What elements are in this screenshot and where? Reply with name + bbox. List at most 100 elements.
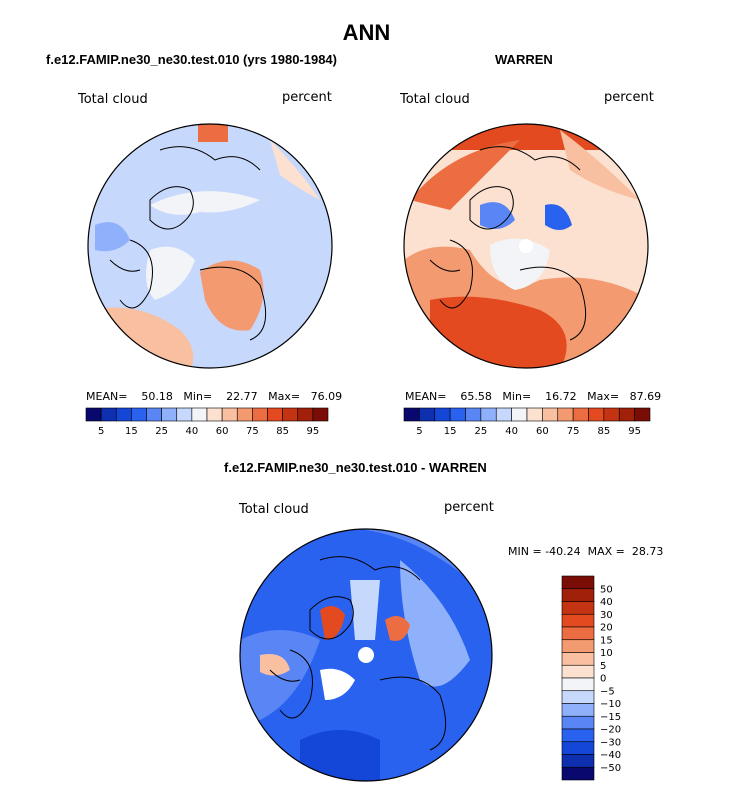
panel1-coastlines — [109, 146, 267, 341]
panel3-units-label: percent — [444, 500, 494, 515]
panel1-mean-value: 50.18 — [141, 390, 173, 403]
panel3-colorbar-box — [561, 728, 595, 743]
panel2-colorbar-tick: 60 — [536, 426, 549, 437]
panel2-max-value: 87.69 — [629, 390, 662, 403]
panel1-colorbar-box — [267, 407, 283, 422]
panel1-colorbar-box — [297, 407, 314, 422]
panel2-mean-label: MEAN= — [405, 390, 447, 403]
panel1-variable-label: Total cloud — [78, 92, 148, 107]
panel3-colorbar-box — [561, 575, 595, 590]
panel2-colorbar-box — [572, 407, 589, 422]
panel3-minmax: MIN = -40.24 MAX = 28.73 — [508, 545, 664, 558]
panel3-colorbar-box — [561, 601, 595, 615]
panel1-colorbar-box — [131, 407, 147, 422]
panel2-colorbar-tick: 15 — [444, 426, 457, 437]
panel1-mean-label: MEAN= — [86, 390, 128, 403]
panel3-colorbar-tick: −50 — [600, 763, 621, 774]
panel2-colorbar-box — [526, 407, 543, 422]
panel1-colorbar-box — [282, 407, 299, 422]
panel2-variable-label: Total cloud — [400, 92, 470, 107]
panel3-colorbar-tick: −5 — [600, 686, 615, 697]
panel2-mean-value: 65.58 — [460, 390, 492, 403]
panel1-max-label: Max= — [268, 390, 301, 403]
panel2-colorbar-tick: 25 — [475, 426, 488, 437]
panel1-colorbar-box — [312, 407, 329, 422]
panel3-variable-label: Total cloud — [239, 502, 309, 517]
panel3-colorbar-tick: −10 — [600, 699, 621, 710]
panel3-colorbar-tick: −40 — [600, 750, 621, 761]
panel1-colorbar-box — [85, 407, 102, 422]
panel2-colorbar-box — [495, 407, 512, 422]
panel2-colorbar-box — [603, 407, 620, 422]
panel3-colorbar-tick: 40 — [600, 597, 613, 608]
panel1-colorbar-tick: 95 — [307, 426, 320, 437]
panel3-title: f.e12.FAMIP.ne30_ne30.test.010 - WARREN — [224, 460, 487, 475]
panel3-pole-gap — [358, 647, 374, 663]
panel1-colorbar-box — [206, 407, 223, 422]
panel2-colorbar-box — [480, 407, 497, 422]
panel1-colorbar-box — [146, 407, 162, 422]
panel2-colorbar-box — [434, 407, 451, 422]
panel2-colorbar-box — [634, 407, 651, 422]
panel2-colorbar-box — [618, 407, 635, 422]
panel3-colorbar-tick: 0 — [600, 674, 606, 685]
panel3-colorbar-box — [561, 652, 595, 666]
panel1-colorbar-box — [191, 407, 208, 422]
panel3-coastlines — [269, 556, 447, 751]
panel3-colorbar-box — [561, 677, 595, 692]
panel2-max-label: Max= — [587, 390, 620, 403]
panel1-colorbar-tick: 60 — [216, 426, 229, 437]
panel2-colorbar-box — [588, 407, 605, 422]
panel3-map-border — [239, 528, 493, 782]
panel2-units-label: percent — [604, 90, 654, 105]
panel1-colorbar-tick: 75 — [246, 426, 259, 437]
panel3-colorbar-box — [561, 664, 595, 679]
panel3-colorbar-box — [561, 613, 595, 628]
panel2-colorbar-box — [419, 407, 436, 422]
panel2-colorbar: 5 15 25 40 60 75 85 95 — [403, 407, 651, 437]
panel2-colorbar-box — [557, 407, 574, 422]
panel1-min-value: 22.77 — [226, 390, 258, 403]
panel3-colorbar-box — [561, 588, 595, 602]
panel2-title: WARREN — [495, 52, 553, 67]
panel3-colorbar-tick: 10 — [600, 648, 613, 659]
panel1-colorbar: 5 15 25 40 60 75 85 95 — [85, 407, 329, 437]
panel1-colorbar-box — [115, 407, 132, 422]
panel2-colorbar-box — [465, 407, 482, 422]
panel1-stats: MEAN= 50.18 Min= 22.77 Max= 76.09 — [86, 390, 342, 403]
panel1-colorbar-box — [221, 407, 238, 422]
panel2-coastlines — [429, 146, 587, 341]
panel3-colorbar-tick: −20 — [600, 725, 621, 736]
panel1-colorbar-box — [161, 407, 178, 422]
panel3-colorbar-tick: 15 — [600, 635, 613, 646]
panel3-colorbar-box — [561, 690, 595, 704]
panel2-colorbar-box — [449, 407, 466, 422]
panel1-colorbar-box — [100, 407, 117, 422]
panel2-min-value: 16.72 — [545, 390, 577, 403]
panel3-colorbar-tick: 5 — [600, 661, 606, 672]
panel1-colorbar-tick: 5 — [98, 426, 104, 437]
panel2-stats: MEAN= 65.58 Min= 16.72 Max= 87.69 — [405, 390, 661, 403]
panel1-colorbar-tick: 25 — [155, 426, 168, 437]
panel1-map — [88, 124, 332, 368]
panel2-colorbar-tick: 40 — [505, 426, 518, 437]
panel2-min-label: Min= — [502, 390, 532, 403]
panel3-colorbar-box — [561, 626, 595, 641]
panel3-colorbar-box — [561, 703, 595, 717]
panel1-max-value: 76.09 — [310, 390, 343, 403]
panel2-map-border — [403, 123, 649, 369]
panel3-colorbar-tick: −30 — [600, 737, 621, 748]
panel2-colorbar-tick: 95 — [628, 426, 641, 437]
panel3-colorbar-box — [561, 715, 595, 730]
panel2-colorbar-tick: 85 — [598, 426, 611, 437]
panel1-units-label: percent — [282, 90, 332, 105]
panel1-map-border — [87, 123, 333, 369]
panel3-colorbar-box — [561, 639, 595, 653]
panel1-colorbar-tick: 15 — [125, 426, 138, 437]
panel3-colorbar-box — [561, 741, 595, 755]
panel1-colorbar-tick: 40 — [186, 426, 199, 437]
page-title: ANN — [342, 20, 391, 45]
panel3-colorbar-box — [561, 766, 595, 781]
